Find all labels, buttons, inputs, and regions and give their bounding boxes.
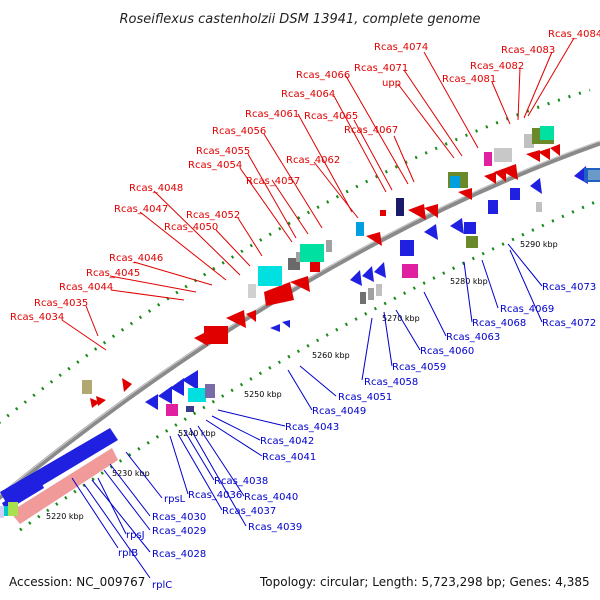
gene-label: Rcas_4065 — [304, 111, 358, 122]
gene-label: Rcas_4050 — [164, 222, 218, 233]
tick-label: 5240 kbp — [178, 429, 216, 438]
forward-gene-labels — [61, 37, 575, 351]
gene-label: Rcas_4083 — [501, 45, 555, 56]
gene-label: Rcas_4073 — [542, 282, 596, 293]
tick-label: 5290 kbp — [520, 240, 558, 249]
gene-label: Rcas_4060 — [420, 346, 474, 357]
tick-label: 5280 kbp — [450, 277, 488, 286]
reverse-gene-label-lines — [71, 243, 543, 579]
gene-label: Rcas_4052 — [186, 210, 240, 221]
accession-label: Accession: NC_009767 — [9, 575, 145, 589]
gene-label: Rcas_4082 — [470, 61, 524, 72]
reverse-genes-5270 — [350, 166, 600, 304]
gene-label: Rcas_4029 — [152, 526, 206, 537]
gene-label: Rcas_4059 — [392, 362, 446, 373]
gene-label: upp — [382, 78, 401, 89]
gene-label: Rcas_4058 — [364, 377, 418, 388]
gene-label: Rcas_4039 — [248, 522, 302, 533]
reverse-genes-5245 — [145, 370, 215, 416]
gene-label: Rcas_4040 — [244, 492, 298, 503]
forward-gene-label-texts: Rcas_4034 Rcas_4035 Rcas_4044 Rcas_4045 … — [10, 29, 600, 323]
gene-label: Rcas_4036 — [188, 490, 242, 501]
gene-label: Rcas_4071 — [354, 63, 408, 74]
gene-label: Rcas_4068 — [472, 318, 526, 329]
gene-label: Rcas_4051 — [338, 392, 392, 403]
tick-label: 5220 kbp — [46, 512, 84, 521]
gene-label: Rcas_4057 — [246, 176, 300, 187]
gene-label: rplB — [118, 548, 138, 559]
gene-label: Rcas_4047 — [114, 204, 168, 215]
gene-label: Rcas_4064 — [281, 89, 335, 100]
gene-label: Rcas_4038 — [214, 476, 268, 487]
gene-label: Rcas_4043 — [285, 422, 339, 433]
gene-label: rpsL — [164, 494, 186, 505]
tick-label: 5230 kbp — [112, 469, 150, 478]
reverse-gene-label-texts: rplC rplB Rcas_4028 rpsJ Rcas_4029 Rcas_… — [118, 282, 596, 591]
gene-label: Rcas_4054 — [188, 160, 242, 171]
gene-label: Rcas_4061 — [245, 109, 299, 120]
gene-label: Rcas_4028 — [152, 549, 206, 560]
gene-label: Rcas_4066 — [296, 70, 350, 81]
topology-label: Topology: circular; Length: 5,723,298 bp… — [259, 575, 590, 589]
gene-label: rplC — [152, 580, 172, 591]
gene-label: Rcas_4046 — [109, 253, 163, 264]
gene-label: Rcas_4067 — [344, 125, 398, 136]
gene-label: Rcas_4041 — [262, 452, 316, 463]
gene-label: Rcas_4049 — [312, 406, 366, 417]
gene-label: Rcas_4081 — [442, 74, 496, 85]
tick-label: 5250 kbp — [244, 390, 282, 399]
tick-label: 5260 kbp — [312, 351, 350, 360]
gene-label: Rcas_4069 — [500, 304, 554, 315]
gene-label: Rcas_4030 — [152, 512, 206, 523]
reverse-gene-block-left — [0, 428, 118, 524]
gene-label: Rcas_4044 — [59, 282, 113, 293]
gene-label: rpsJ — [126, 530, 145, 541]
gene-label: Rcas_4056 — [212, 126, 266, 137]
gene-label: Rcas_4034 — [10, 312, 64, 323]
gene-label: Rcas_4063 — [446, 332, 500, 343]
gene-label: Rcas_4037 — [222, 506, 276, 517]
gene-label: Rcas_4084 — [548, 29, 600, 40]
gene-label: Rcas_4045 — [86, 268, 140, 279]
gene-label: Rcas_4048 — [129, 183, 183, 194]
gene-label: Rcas_4042 — [260, 436, 314, 447]
gene-label: Rcas_4035 — [34, 298, 88, 309]
gene-label: Rcas_4074 — [374, 42, 428, 53]
gene-label: Rcas_4055 — [196, 146, 250, 157]
map-title: Roseiflexus castenholzii DSM 13941, comp… — [120, 12, 481, 27]
forward-genes-left — [82, 126, 560, 408]
gene-label: Rcas_4072 — [542, 318, 596, 329]
gene-label: Rcas_4062 — [286, 155, 340, 166]
